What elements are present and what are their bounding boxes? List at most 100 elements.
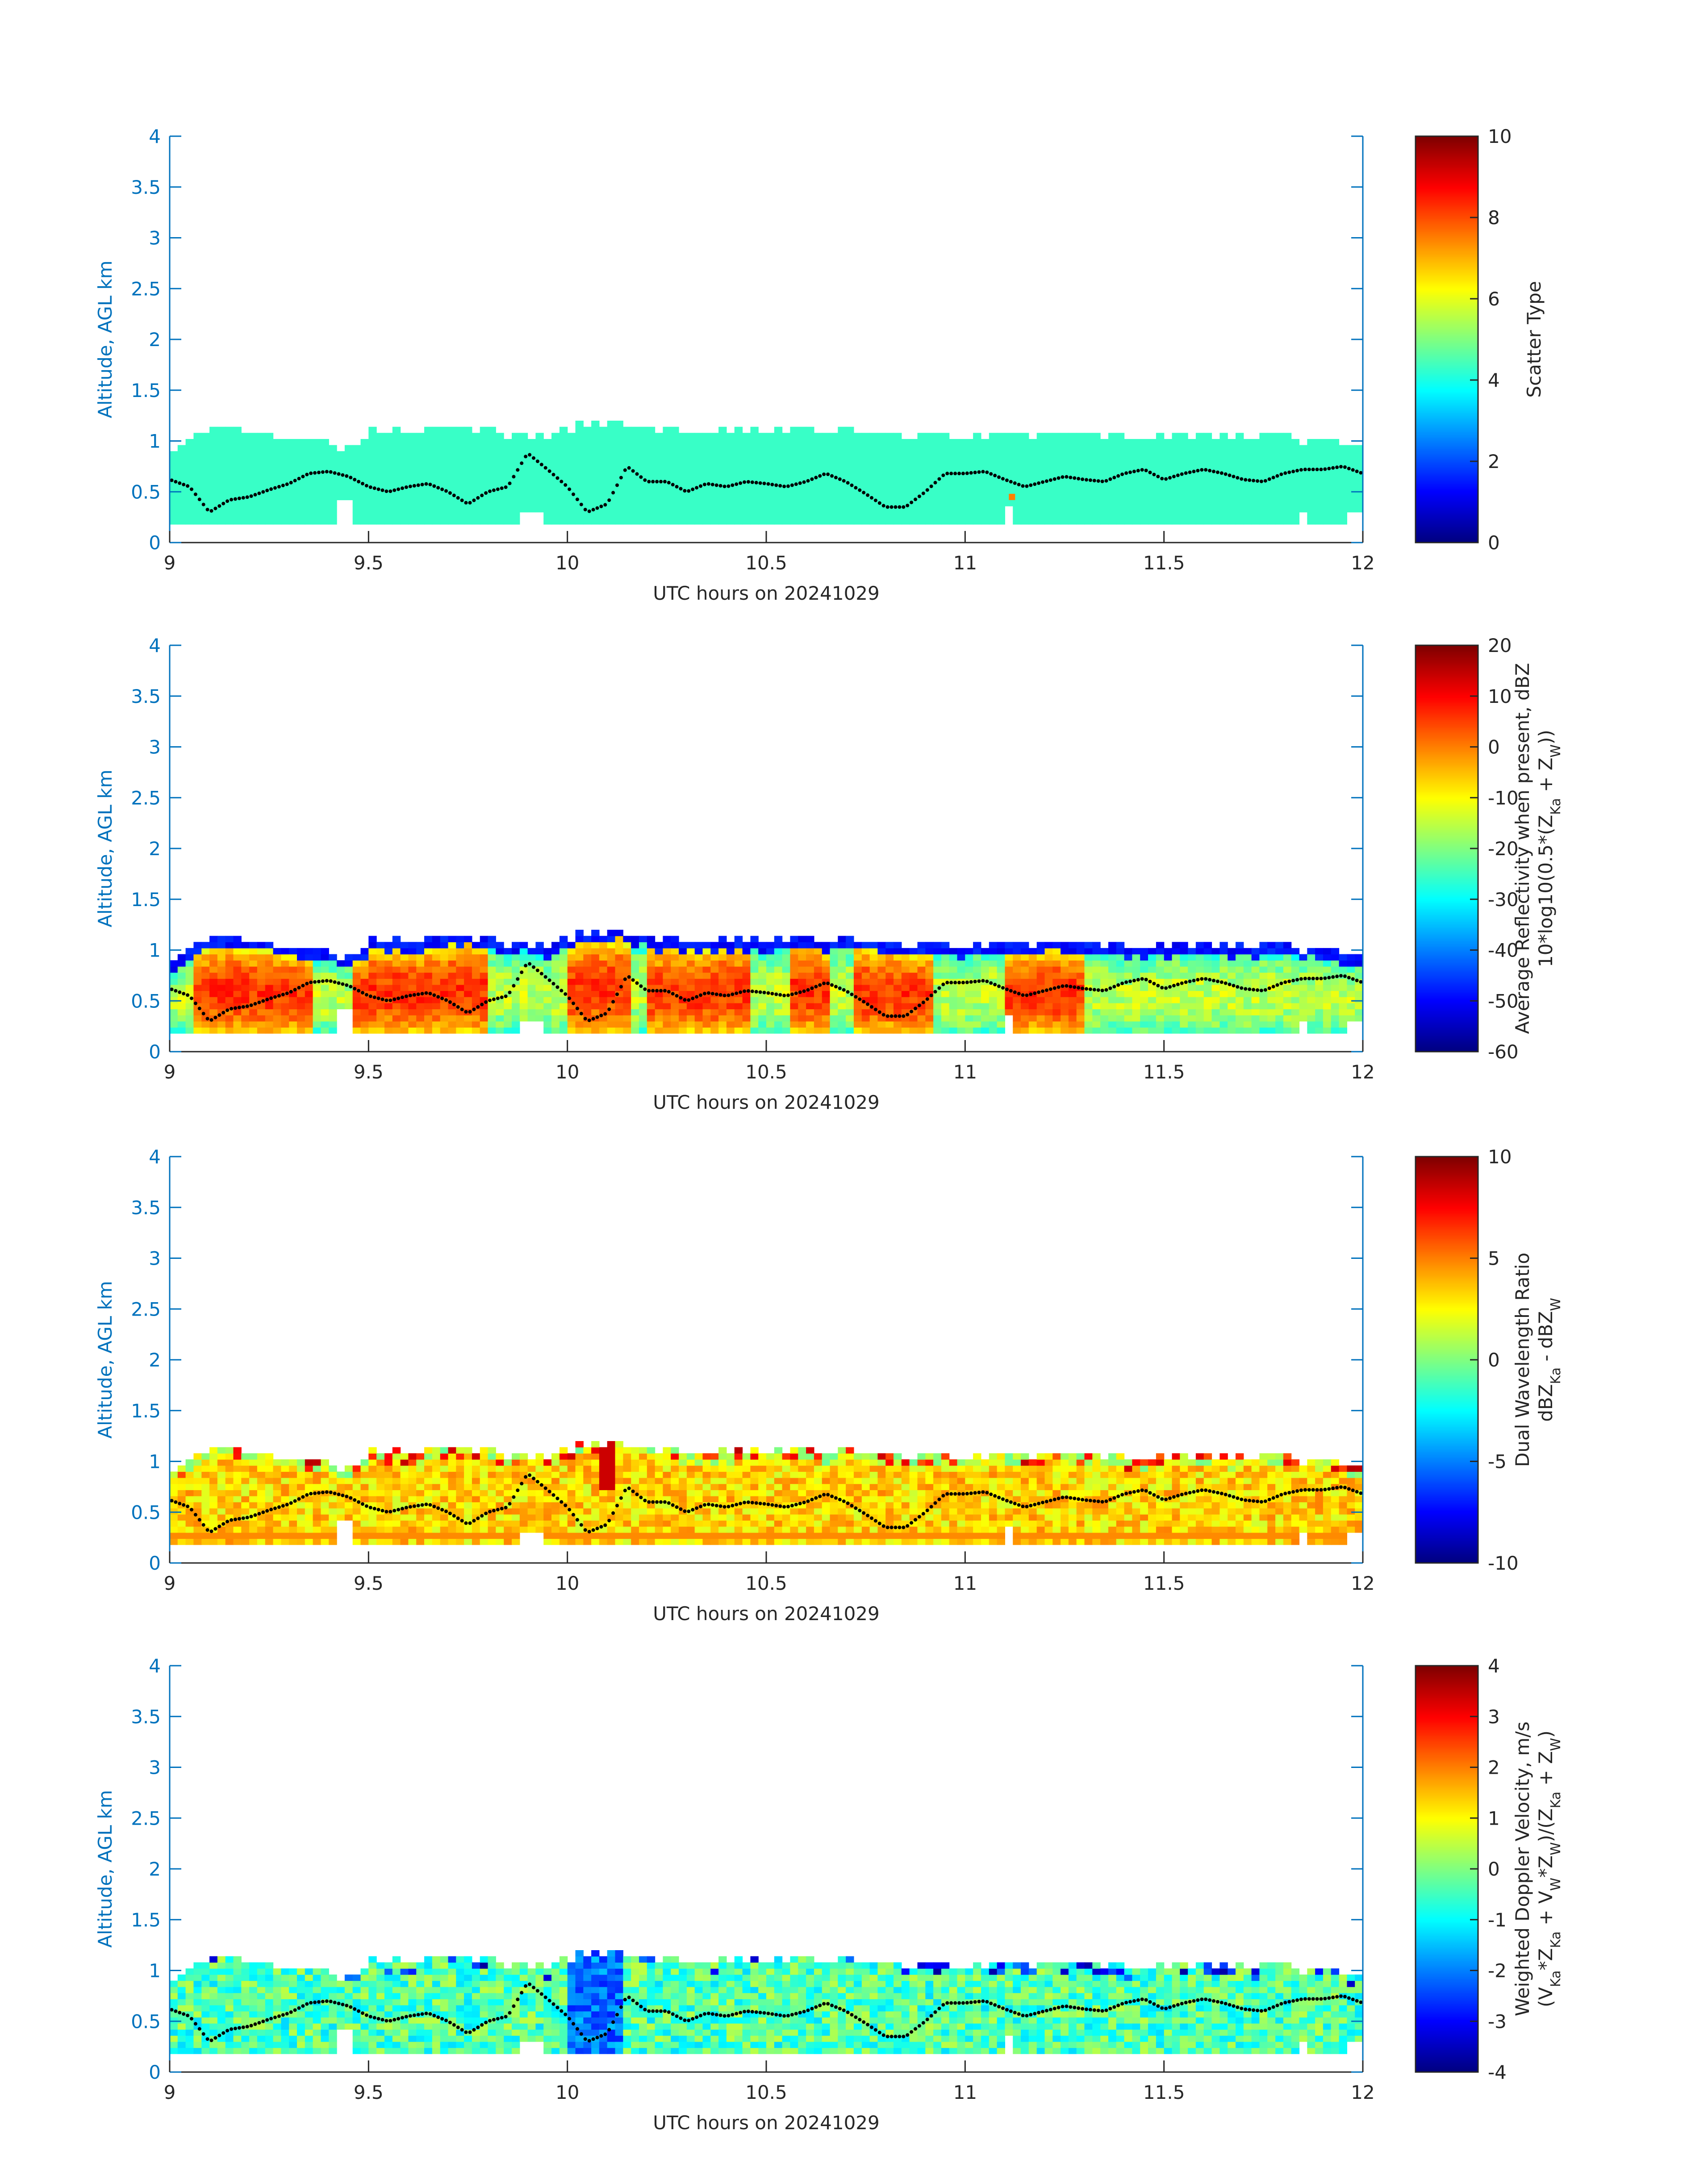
boundary-dot bbox=[1196, 1489, 1200, 1493]
boundary-dot bbox=[1112, 985, 1116, 989]
boundary-dot bbox=[1100, 480, 1104, 483]
boundary-dot bbox=[261, 1510, 265, 1514]
y-tick-label: 3 bbox=[149, 1757, 161, 1779]
boundary-dot bbox=[623, 1488, 627, 1492]
boundary-dot bbox=[321, 1491, 325, 1495]
boundary-dot bbox=[766, 2011, 770, 2015]
boundary-dot bbox=[933, 1501, 937, 1505]
boundary-dot bbox=[186, 2014, 190, 2018]
boundary-dot bbox=[1228, 2003, 1232, 2007]
boundary-dot bbox=[376, 487, 380, 491]
colorbar-label: Scatter Type bbox=[1523, 281, 1545, 397]
colorbar-tick-label: -60 bbox=[1488, 1041, 1519, 1063]
boundary-dot bbox=[1240, 986, 1244, 990]
boundary-dot bbox=[1200, 1997, 1204, 2002]
boundary-dot bbox=[961, 1492, 965, 1496]
boundary-dot bbox=[401, 995, 404, 999]
boundary-dot bbox=[456, 496, 460, 500]
boundary-dot bbox=[885, 1525, 889, 1529]
boundary-dot bbox=[500, 995, 504, 999]
boundary-dot bbox=[599, 505, 603, 508]
boundary-dot bbox=[285, 2012, 289, 2016]
boundary-dot bbox=[1088, 1499, 1092, 1503]
boundary-dot bbox=[786, 2014, 790, 2018]
boundary-dot bbox=[432, 993, 436, 997]
boundary-dot bbox=[408, 1505, 412, 1509]
boundary-dot bbox=[555, 2006, 560, 2010]
boundary-dot bbox=[925, 997, 929, 1001]
boundary-dot bbox=[555, 1496, 560, 1500]
boundary-dot bbox=[1077, 2006, 1081, 2010]
boundary-dot bbox=[393, 488, 397, 492]
boundary-dot bbox=[1156, 2004, 1160, 2008]
boundary-dot bbox=[902, 1014, 906, 1018]
boundary-dot bbox=[241, 2025, 245, 2029]
boundary-dot bbox=[834, 2005, 838, 2009]
boundary-dot bbox=[1112, 476, 1116, 480]
boundary-dot bbox=[1291, 1490, 1295, 1494]
boundary-dot bbox=[516, 468, 520, 472]
boundary-dot bbox=[289, 990, 293, 994]
boundary-dot bbox=[877, 501, 881, 505]
boundary-dot bbox=[496, 487, 500, 491]
boundary-dot bbox=[397, 2017, 401, 2021]
boundary-dot bbox=[953, 2001, 957, 2005]
boundary-dot bbox=[866, 2022, 870, 2027]
boundary-dot bbox=[170, 1499, 174, 1503]
boundary-dot bbox=[643, 987, 647, 991]
boundary-dot bbox=[1311, 468, 1315, 472]
boundary-dot bbox=[1061, 475, 1065, 479]
boundary-dot bbox=[790, 2013, 794, 2017]
boundary-dot bbox=[380, 2018, 384, 2022]
boundary-dot bbox=[858, 2018, 862, 2022]
boundary-dot bbox=[301, 984, 305, 988]
boundary-dot bbox=[647, 989, 651, 993]
boundary-dot bbox=[380, 1508, 384, 1513]
boundary-dot bbox=[929, 2014, 933, 2018]
boundary-dot bbox=[1041, 2010, 1044, 2014]
y-tick-label: 1 bbox=[149, 940, 161, 961]
boundary-dot bbox=[520, 1991, 524, 1995]
boundary-dot bbox=[193, 492, 197, 496]
colorbar-label: Weighted Doppler Velocity, m/s bbox=[1512, 1722, 1533, 2016]
boundary-dot bbox=[746, 989, 750, 993]
boundary-dot bbox=[758, 1501, 762, 1505]
boundary-dot bbox=[906, 1524, 910, 1528]
boundary-dot bbox=[408, 485, 412, 489]
boundary-dot bbox=[543, 975, 547, 979]
boundary-dot bbox=[539, 1992, 543, 1996]
boundary-dot bbox=[1355, 469, 1359, 473]
boundary-dot bbox=[941, 2003, 945, 2007]
boundary-dot bbox=[364, 993, 368, 997]
boundary-dot bbox=[639, 984, 643, 988]
boundary-dot bbox=[985, 470, 989, 474]
boundary-dot bbox=[969, 980, 973, 984]
boundary-dot bbox=[858, 1508, 862, 1513]
boundary-dot bbox=[639, 1496, 643, 1500]
boundary-dot bbox=[380, 997, 384, 1001]
boundary-dot bbox=[985, 2000, 989, 2004]
boundary-dot bbox=[1044, 2009, 1048, 2013]
boundary-dot bbox=[822, 982, 826, 986]
boundary-dot bbox=[234, 2027, 237, 2031]
y-tick-label: 2 bbox=[149, 329, 161, 351]
boundary-dot bbox=[1164, 1497, 1168, 1501]
boundary-dot bbox=[560, 480, 564, 484]
boundary-dot bbox=[1299, 1488, 1303, 1492]
boundary-dot bbox=[663, 2009, 667, 2013]
boundary-dot bbox=[1108, 986, 1112, 990]
boundary-dot bbox=[1259, 480, 1263, 483]
boundary-dot bbox=[1061, 1496, 1065, 1500]
boundary-dot bbox=[810, 986, 814, 990]
boundary-dot bbox=[226, 499, 230, 503]
boundary-dot bbox=[1240, 1497, 1244, 1501]
boundary-dot bbox=[663, 989, 667, 993]
boundary-dot bbox=[528, 453, 532, 457]
boundary-dot bbox=[985, 1491, 989, 1495]
boundary-dot bbox=[937, 2006, 941, 2010]
boundary-dot bbox=[870, 1005, 873, 1009]
boundary-dot bbox=[1057, 1496, 1061, 1500]
boundary-dot bbox=[253, 2022, 257, 2026]
boundary-dot bbox=[1307, 977, 1311, 981]
boundary-dot bbox=[1347, 1487, 1351, 1491]
